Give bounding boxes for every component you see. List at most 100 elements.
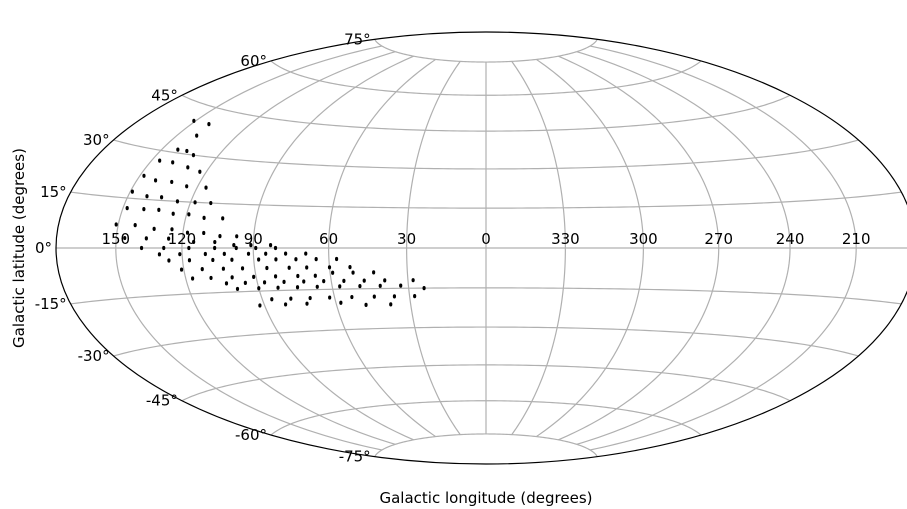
data-point bbox=[327, 265, 332, 270]
data-point bbox=[157, 207, 161, 213]
data-point bbox=[179, 267, 184, 272]
data-point bbox=[130, 189, 134, 194]
x-tick-label: 330 bbox=[551, 230, 580, 248]
data-point bbox=[254, 245, 258, 251]
data-point bbox=[246, 251, 251, 256]
data-point bbox=[268, 243, 273, 248]
x-tick-label: 240 bbox=[776, 230, 805, 248]
data-point bbox=[167, 258, 171, 263]
data-point bbox=[195, 133, 199, 138]
data-point bbox=[249, 243, 253, 248]
data-point bbox=[270, 297, 274, 302]
parallel-line bbox=[270, 60, 702, 96]
data-point bbox=[313, 273, 317, 278]
data-point bbox=[399, 283, 403, 288]
y-tick-label: -15° bbox=[35, 295, 67, 313]
y-axis-label: Galactic latitude (degrees) bbox=[10, 148, 28, 348]
data-point bbox=[265, 265, 269, 271]
data-point bbox=[276, 285, 280, 290]
data-point bbox=[142, 207, 146, 212]
data-point bbox=[202, 215, 206, 220]
data-points bbox=[114, 118, 426, 308]
data-point bbox=[338, 284, 342, 289]
data-point bbox=[235, 286, 240, 292]
data-point bbox=[123, 235, 127, 241]
data-point bbox=[152, 226, 156, 231]
x-tick-label: 90 bbox=[244, 230, 263, 248]
x-tick-label: 150 bbox=[101, 230, 130, 248]
data-point bbox=[252, 274, 256, 279]
data-point bbox=[171, 211, 175, 216]
data-point bbox=[185, 230, 190, 235]
data-point bbox=[157, 252, 162, 257]
data-point bbox=[224, 281, 229, 286]
data-point bbox=[142, 173, 146, 178]
data-point bbox=[392, 294, 397, 299]
y-tick-label: 30° bbox=[83, 131, 110, 149]
data-point bbox=[296, 273, 300, 279]
data-point bbox=[308, 295, 312, 301]
data-point bbox=[202, 230, 206, 236]
data-point bbox=[187, 212, 191, 217]
data-point bbox=[383, 278, 387, 283]
data-point bbox=[221, 216, 225, 221]
data-point bbox=[187, 258, 192, 263]
data-point bbox=[218, 234, 222, 239]
data-point bbox=[222, 251, 226, 257]
data-point bbox=[221, 266, 225, 271]
data-point bbox=[162, 245, 166, 251]
data-point bbox=[185, 148, 189, 154]
data-point bbox=[191, 276, 195, 281]
graticule bbox=[56, 39, 907, 457]
data-point bbox=[175, 199, 180, 204]
x-tick-labels: 150 120 90 60 30 0 330 300 270 240 210 bbox=[101, 230, 870, 248]
data-point bbox=[145, 194, 149, 199]
data-point bbox=[413, 294, 417, 299]
y-tick-label: 60° bbox=[240, 52, 267, 70]
parallel-line bbox=[113, 139, 859, 170]
y-tick-label: -75° bbox=[339, 448, 371, 466]
y-tick-label: 45° bbox=[151, 86, 178, 104]
data-point bbox=[232, 242, 236, 248]
data-point bbox=[187, 245, 191, 251]
data-point bbox=[192, 118, 196, 123]
data-point bbox=[294, 257, 298, 262]
x-tick-label: 120 bbox=[168, 230, 197, 248]
data-point bbox=[287, 265, 291, 270]
data-point bbox=[209, 275, 213, 281]
x-tick-label: 60 bbox=[319, 230, 338, 248]
plot-frame bbox=[55, 31, 907, 465]
data-point bbox=[153, 178, 158, 183]
data-point bbox=[284, 251, 288, 256]
data-point bbox=[273, 245, 278, 251]
y-tick-label: -60° bbox=[235, 426, 267, 444]
parallel-line bbox=[374, 433, 598, 457]
data-point bbox=[328, 295, 332, 300]
data-point bbox=[139, 245, 144, 251]
x-tick-label: 210 bbox=[842, 230, 871, 248]
data-point bbox=[305, 301, 309, 306]
parallel-line bbox=[113, 326, 859, 357]
data-point bbox=[258, 303, 262, 308]
data-point bbox=[273, 274, 278, 279]
data-point bbox=[211, 257, 215, 263]
data-point bbox=[283, 302, 288, 307]
data-point bbox=[204, 185, 208, 190]
data-point bbox=[282, 279, 286, 284]
data-point bbox=[170, 227, 174, 232]
data-point bbox=[364, 302, 368, 307]
data-point bbox=[213, 239, 217, 245]
data-point bbox=[257, 257, 261, 262]
data-point bbox=[235, 234, 239, 239]
data-point bbox=[262, 280, 267, 285]
data-point bbox=[350, 294, 354, 300]
data-point bbox=[422, 285, 426, 291]
data-point bbox=[159, 195, 164, 200]
data-point bbox=[302, 279, 306, 284]
data-point bbox=[198, 169, 202, 174]
data-point bbox=[170, 179, 174, 185]
data-point bbox=[389, 302, 393, 307]
data-point bbox=[178, 252, 182, 257]
data-point bbox=[200, 267, 204, 272]
